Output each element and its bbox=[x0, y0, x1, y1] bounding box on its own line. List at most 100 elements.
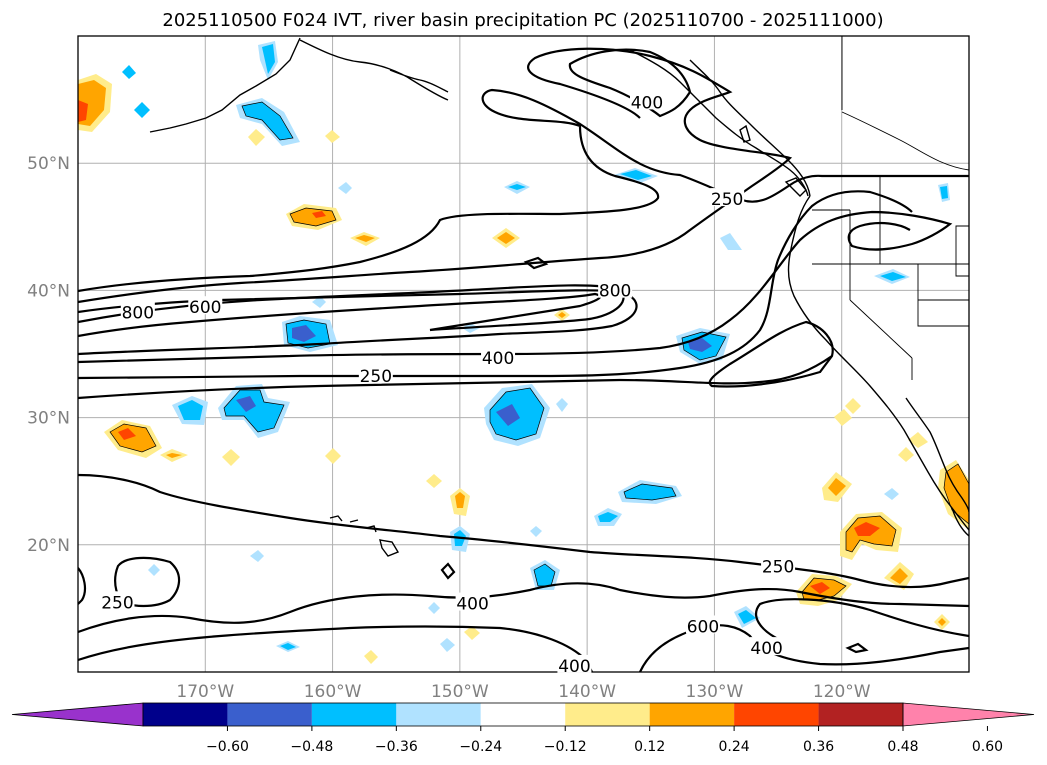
colorbar-tick-label: −0.36 bbox=[375, 739, 418, 755]
latitude-label: 40°N bbox=[27, 281, 70, 301]
latitude-label: 50°N bbox=[27, 154, 70, 174]
positive-anomaly-patch bbox=[355, 235, 375, 242]
precip-anomaly-patches bbox=[78, 41, 969, 664]
contour-label: 400 bbox=[482, 349, 514, 369]
baja-coast bbox=[905, 397, 969, 513]
positive-anomaly-patch bbox=[464, 626, 480, 640]
political-borders bbox=[812, 36, 969, 380]
ivt-contour-600 bbox=[78, 284, 625, 338]
negative-anomaly-patch bbox=[620, 170, 652, 180]
colorbar-extend-low bbox=[11, 702, 144, 727]
latitude-labels: 50°N 40°N 30°N 20°N bbox=[27, 154, 70, 556]
vancouver-island bbox=[784, 177, 807, 197]
colorbar-segment bbox=[480, 703, 566, 726]
contour-label-bg bbox=[685, 615, 720, 634]
positive-anomaly-patch bbox=[558, 312, 566, 318]
contour-label: 250 bbox=[101, 593, 133, 613]
colorbar-segment bbox=[818, 703, 903, 726]
colorbar-tick-label: −0.24 bbox=[459, 739, 502, 755]
colorbar-segment bbox=[565, 703, 650, 726]
hawaii-islands bbox=[329, 515, 400, 557]
colorbar-tick-label: 0.12 bbox=[634, 739, 665, 755]
ivt-contour-250-mid bbox=[78, 190, 913, 380]
contour-label-bg bbox=[761, 555, 796, 574]
contour-label-bg bbox=[120, 301, 155, 320]
longitude-label: 150°W bbox=[431, 682, 489, 702]
ivt-contour-small-loop bbox=[845, 642, 869, 654]
negative-anomaly-patch bbox=[134, 102, 150, 118]
contour-label-bg bbox=[455, 592, 490, 611]
negative-anomaly-patch bbox=[884, 488, 899, 500]
positive-anomaly-patch bbox=[455, 492, 465, 508]
negative-anomaly-patch bbox=[624, 484, 676, 500]
colorbar: −0.60 −0.48 −0.36 −0.24 −0.12 0.12 0.24 0.36 0.4… bbox=[11, 702, 1035, 755]
positive-anomaly-patch bbox=[938, 618, 946, 626]
contour-label: 250 bbox=[762, 558, 794, 578]
negative-anomaly-patch bbox=[688, 338, 712, 352]
colorbar-segment bbox=[649, 703, 735, 726]
contour-label: 800 bbox=[122, 303, 154, 323]
contour-label: 400 bbox=[750, 639, 782, 659]
positive-anomaly-patch bbox=[497, 232, 515, 244]
positive-anomaly-patch bbox=[845, 398, 861, 414]
positive-anomaly-patch bbox=[325, 448, 341, 464]
ivt-contour-small-loop bbox=[523, 256, 549, 270]
ivt-contour-400-loop bbox=[568, 48, 692, 118]
contour-label: 250 bbox=[360, 367, 392, 387]
longitude-label: 120°W bbox=[813, 682, 871, 702]
colorbar-segment bbox=[311, 703, 397, 726]
colorbar-segment bbox=[143, 703, 228, 726]
contour-label-bg bbox=[629, 91, 664, 110]
positive-anomaly-patch bbox=[828, 478, 846, 496]
positive-anomaly-patch bbox=[290, 208, 336, 226]
negative-anomaly-patch bbox=[122, 65, 136, 79]
contour-label-bg bbox=[188, 296, 223, 315]
haida-gwaii bbox=[739, 124, 751, 143]
negative-anomaly-patch bbox=[236, 396, 256, 412]
alaska-coast bbox=[149, 37, 449, 133]
positive-anomaly-patch bbox=[426, 474, 442, 488]
colorbar-tick-label: −0.12 bbox=[544, 739, 587, 755]
anomaly-outlines bbox=[109, 101, 969, 601]
latitude-label: 20°N bbox=[27, 536, 70, 556]
mexico-coast bbox=[951, 507, 969, 537]
ivt-contour-400-south bbox=[78, 582, 969, 634]
contour-label-bg bbox=[100, 591, 135, 610]
colorbar-segment bbox=[396, 703, 481, 726]
negative-anomaly-patch bbox=[428, 602, 440, 614]
contour-label: 400 bbox=[558, 657, 590, 677]
negative-anomaly-patch bbox=[312, 296, 326, 308]
positive-anomaly-patch bbox=[908, 432, 928, 448]
ivt-contours bbox=[78, 47, 969, 672]
longitude-label: 130°W bbox=[686, 682, 744, 702]
colorbar-tick-label: −0.48 bbox=[290, 739, 333, 755]
ivt-contour-250-sw-edge bbox=[78, 567, 87, 605]
negative-anomaly-patch bbox=[292, 325, 316, 342]
ivt-contour-800 bbox=[78, 289, 638, 356]
contour-label-bg bbox=[358, 364, 393, 383]
negative-anomaly-patch bbox=[440, 638, 455, 652]
positive-anomaly-patch bbox=[854, 522, 880, 536]
negative-anomaly-patch bbox=[148, 564, 160, 576]
contour-label: 400 bbox=[456, 595, 488, 615]
ivt-contour-400-north bbox=[78, 47, 793, 304]
alaska-panhandle bbox=[629, 49, 809, 197]
longitude-label: 160°W bbox=[304, 682, 362, 702]
map-frame bbox=[77, 35, 970, 673]
negative-anomaly-patch bbox=[338, 182, 352, 194]
negative-anomaly-patch bbox=[508, 184, 526, 190]
contour-label: 600 bbox=[687, 617, 719, 637]
latitude-label: 30°N bbox=[27, 409, 70, 429]
ivt-contour-small-loop bbox=[440, 562, 456, 580]
contour-label: 250 bbox=[711, 190, 743, 210]
negative-anomaly-patch bbox=[280, 643, 296, 650]
negative-anomaly-patch bbox=[496, 404, 520, 426]
contour-label: 600 bbox=[189, 298, 221, 318]
colorbar-segment bbox=[734, 703, 819, 726]
colorbar-outline bbox=[142, 702, 904, 727]
positive-anomaly-patch bbox=[118, 428, 136, 440]
contour-label-bg bbox=[749, 637, 784, 656]
ivt-contour-250-coast bbox=[78, 320, 834, 400]
colorbar-tick-label: 0.36 bbox=[803, 739, 834, 755]
